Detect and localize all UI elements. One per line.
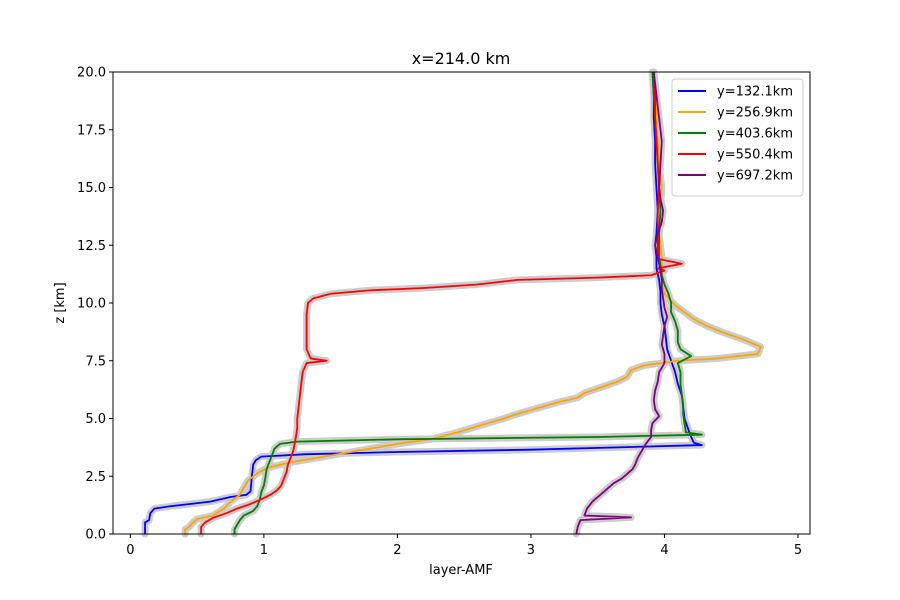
y-tick-label: 20.0 xyxy=(77,66,106,81)
y-tick-label: 2.5 xyxy=(85,470,106,485)
series-line-4 xyxy=(200,71,683,534)
x-tick-label: 3 xyxy=(527,543,535,558)
chart-title: x=214.0 km xyxy=(412,49,511,68)
legend-label-4: y=550.4km xyxy=(717,148,793,163)
y-axis: 0.0 2.5 5.0 7.5 10.0 12.5 15.0 17.5 20.0 xyxy=(77,66,113,543)
series-line-5 xyxy=(575,71,669,535)
y-tick-label: 5.0 xyxy=(85,412,106,427)
legend-label-3: y=403.6km xyxy=(717,127,793,142)
x-axis-label: layer-AMF xyxy=(429,563,493,578)
x-tick-label: 0 xyxy=(126,543,134,558)
y-tick-label: 17.5 xyxy=(77,123,106,138)
legend-label-2: y=256.9km xyxy=(717,106,793,121)
y-tick-label: 0.0 xyxy=(85,528,106,543)
legend-box xyxy=(671,78,804,197)
x-tick-label: 1 xyxy=(260,543,268,558)
x-tick-label: 4 xyxy=(660,543,668,558)
y-tick-label: 15.0 xyxy=(77,181,106,196)
legend-label-1: y=132.1km xyxy=(717,85,793,100)
y-tick-label: 10.0 xyxy=(77,297,106,312)
series-lines xyxy=(144,71,762,535)
legend: y=132.1km y=256.9km y=403.6km y=550.4km y=69… xyxy=(671,78,804,197)
y-tick-label: 12.5 xyxy=(77,239,106,254)
x-tick-label: 2 xyxy=(393,543,401,558)
y-axis-label: z [km] xyxy=(53,282,68,323)
legend-label-5: y=697.2km xyxy=(717,169,793,184)
x-tick-label: 5 xyxy=(794,543,802,558)
x-axis: 0 1 2 3 4 5 xyxy=(126,534,802,558)
y-tick-label: 7.5 xyxy=(85,354,106,369)
